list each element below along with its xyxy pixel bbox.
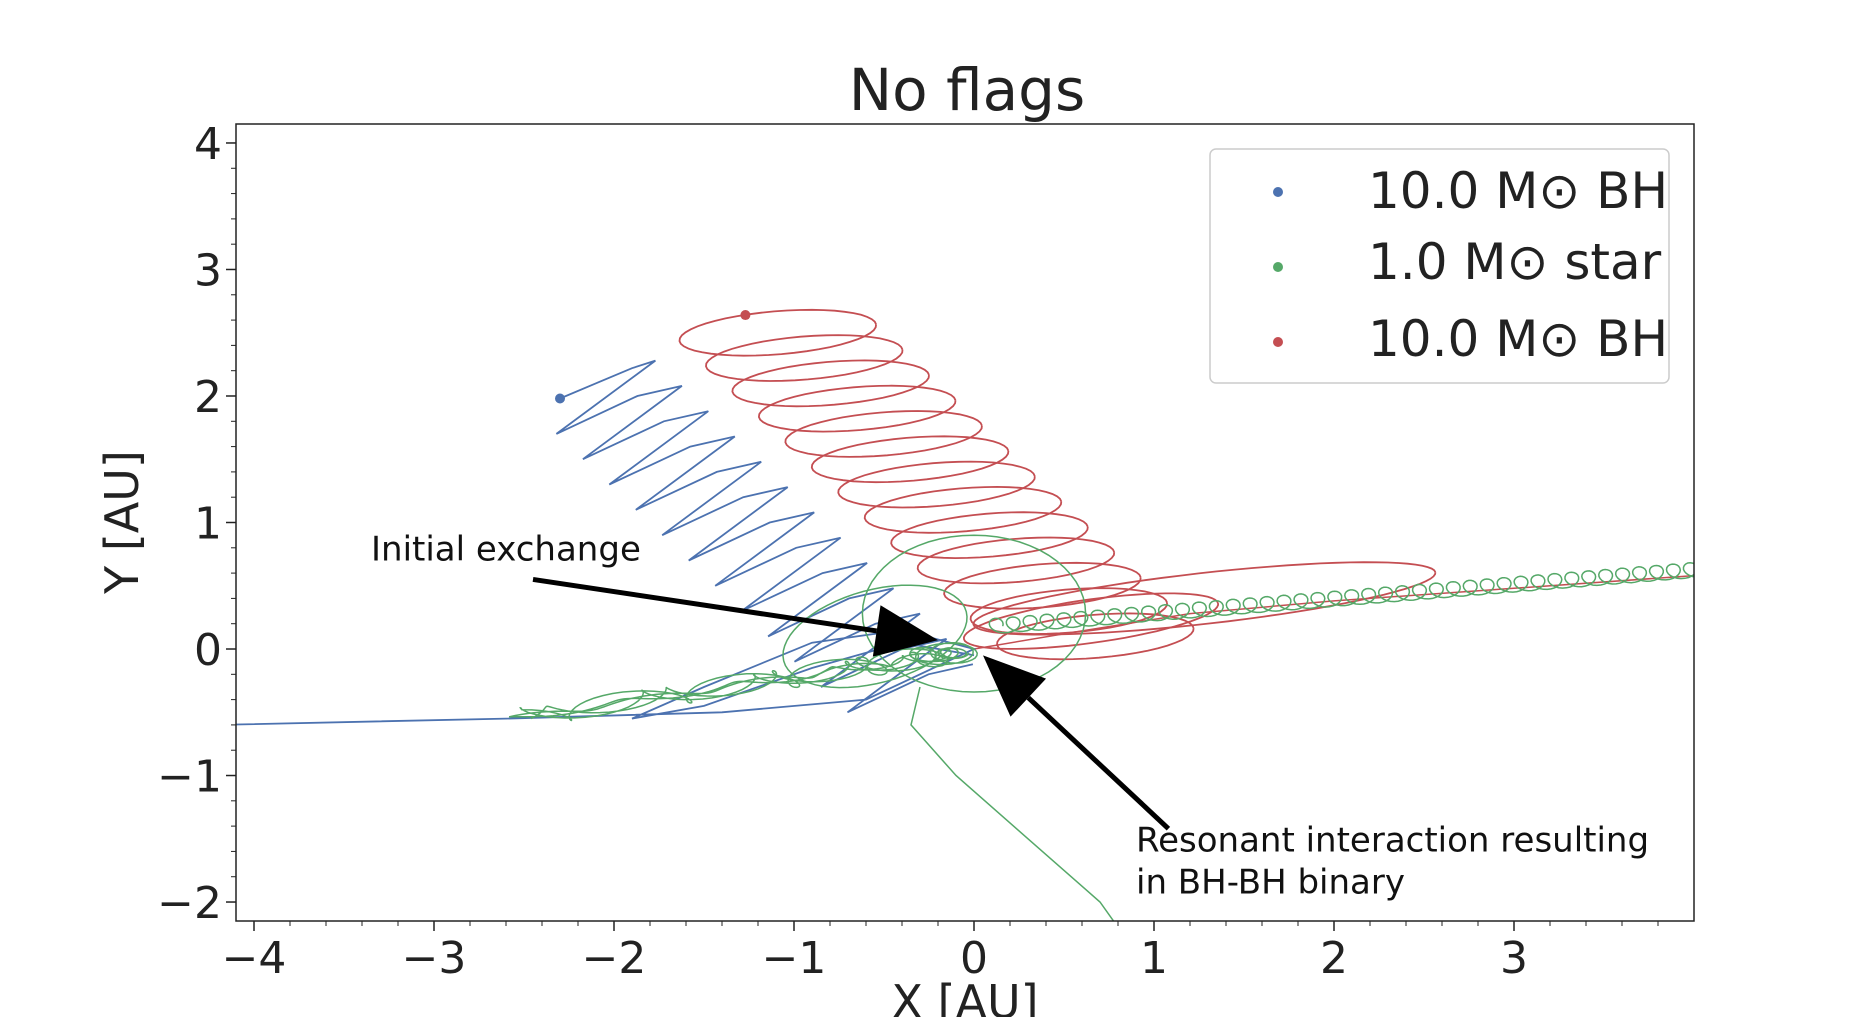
chart-title: No flags: [849, 56, 1085, 124]
y-tick-label: −2: [157, 878, 222, 929]
initial-exchange-arrow-shaft: [532, 576, 878, 634]
bh1-start-marker: [555, 393, 565, 404]
legend-marker-star: [1273, 262, 1283, 272]
resonant-interaction-arrow-shaft: [1026, 695, 1171, 831]
annotations: Initial exchange Resonant interaction res…: [371, 529, 1649, 902]
series-bh2-loop: [996, 612, 1195, 661]
y-tick-label: 0: [194, 625, 222, 676]
y-tick-label: −1: [157, 752, 222, 803]
annotation-resonant-interaction: Resonant interaction resulting: [1136, 820, 1649, 860]
series-star-trail: [988, 561, 1694, 634]
series-bh2-loop: [837, 460, 1036, 509]
x-axis: −4 −3 −2 −1 0 1 2 3: [222, 921, 1659, 984]
x-tick-label: −4: [222, 933, 287, 984]
annotation-initial-exchange: Initial exchange: [371, 529, 641, 569]
series-bh2-loop: [705, 334, 904, 382]
series-star-escape: [910, 686, 1115, 921]
legend-marker-bh2: [1273, 337, 1283, 347]
series-bh2-loop: [863, 485, 1063, 534]
series-bh2-orbit: [962, 592, 1220, 650]
series-star-loop: [782, 584, 968, 689]
series-bh2-loop: [731, 359, 930, 408]
series-bh2-loop: [757, 384, 957, 433]
x-tick-label: 0: [960, 933, 988, 984]
y-axis-label: Y [AU]: [95, 450, 149, 595]
x-tick-label: 2: [1320, 933, 1348, 984]
initial-exchange-arrow-head: [872, 605, 938, 657]
legend-entry-bh1: 10.0 M⊙ BH: [1368, 162, 1668, 220]
series-bh2-loop: [969, 587, 1168, 635]
series-bh2-loop: [784, 410, 983, 458]
series-bh2-loop: [916, 536, 1116, 585]
x-tick-label: −3: [402, 933, 467, 984]
x-tick-label: 3: [1500, 933, 1528, 984]
y-tick-label: 4: [194, 119, 222, 170]
y-axis: −2 −1 0 1 2 3 4: [157, 119, 236, 929]
legend: 10.0 M⊙ BH 1.0 M⊙ star 10.0 M⊙ BH: [1209, 148, 1670, 384]
series-bh2-loop: [810, 435, 1010, 484]
x-tick-label: −1: [762, 933, 827, 984]
x-tick-label: −2: [582, 933, 647, 984]
legend-marker-bh1: [1273, 187, 1283, 197]
legend-frame: [1209, 148, 1670, 384]
legend-entry-bh2: 10.0 M⊙ BH: [1368, 310, 1668, 368]
resonant-interaction-arrow-head: [983, 655, 1047, 717]
series-bh1-interaction: [236, 629, 977, 726]
series-bh2-loop: [943, 561, 1142, 610]
y-tick-label: 1: [194, 499, 222, 550]
bh2-start-marker: [740, 310, 751, 321]
series-star-spiral: [508, 642, 978, 722]
series-layer: [236, 308, 1694, 921]
series-bh2-loop: [678, 308, 877, 357]
y-tick-label: 3: [194, 245, 222, 296]
marker-layer: [555, 310, 751, 404]
x-tick-label: 1: [1140, 933, 1168, 984]
x-axis-label: X [AU]: [891, 975, 1038, 1017]
y-tick-label: 2: [194, 372, 222, 423]
series-bh2-loop: [890, 511, 1089, 560]
legend-entry-star: 1.0 M⊙ star: [1368, 233, 1662, 291]
annotation-resonant-interaction: in BH-BH binary: [1136, 862, 1405, 902]
